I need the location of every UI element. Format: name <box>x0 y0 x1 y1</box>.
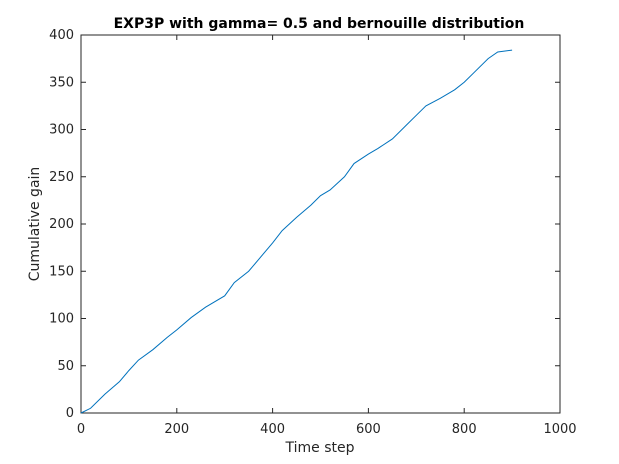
x-tick-labels: 0 200 400 600 800 1000 <box>77 422 577 437</box>
x-axis-label: Time step <box>285 440 355 456</box>
series-line <box>80 49 513 414</box>
axis-ticks <box>80 34 561 414</box>
y-tick-label: 100 <box>49 312 74 327</box>
x-tick-label: 400 <box>260 422 285 437</box>
x-tick-label: 1000 <box>543 422 576 437</box>
x-tick-label: 800 <box>452 422 477 437</box>
y-tick-label: 350 <box>49 75 74 90</box>
chart-title: EXP3P with gamma= 0.5 and bernouille dis… <box>114 16 525 32</box>
y-tick-label: 50 <box>57 359 74 374</box>
y-axis-label: Cumulative gain <box>27 167 43 282</box>
x-tick-label: 600 <box>356 422 381 437</box>
y-tick-label: 400 <box>49 28 74 43</box>
x-tick-label: 0 <box>77 422 85 437</box>
y-tick-label: 200 <box>49 217 74 232</box>
y-tick-label: 300 <box>49 123 74 138</box>
y-tick-label: 250 <box>49 170 74 185</box>
y-tick-label: 150 <box>49 264 74 279</box>
y-tick-labels: 0 50 100 150 200 250 300 350 400 <box>49 28 74 421</box>
x-tick-label: 200 <box>164 422 189 437</box>
plot-area <box>80 34 561 414</box>
y-tick-label: 0 <box>66 406 74 421</box>
